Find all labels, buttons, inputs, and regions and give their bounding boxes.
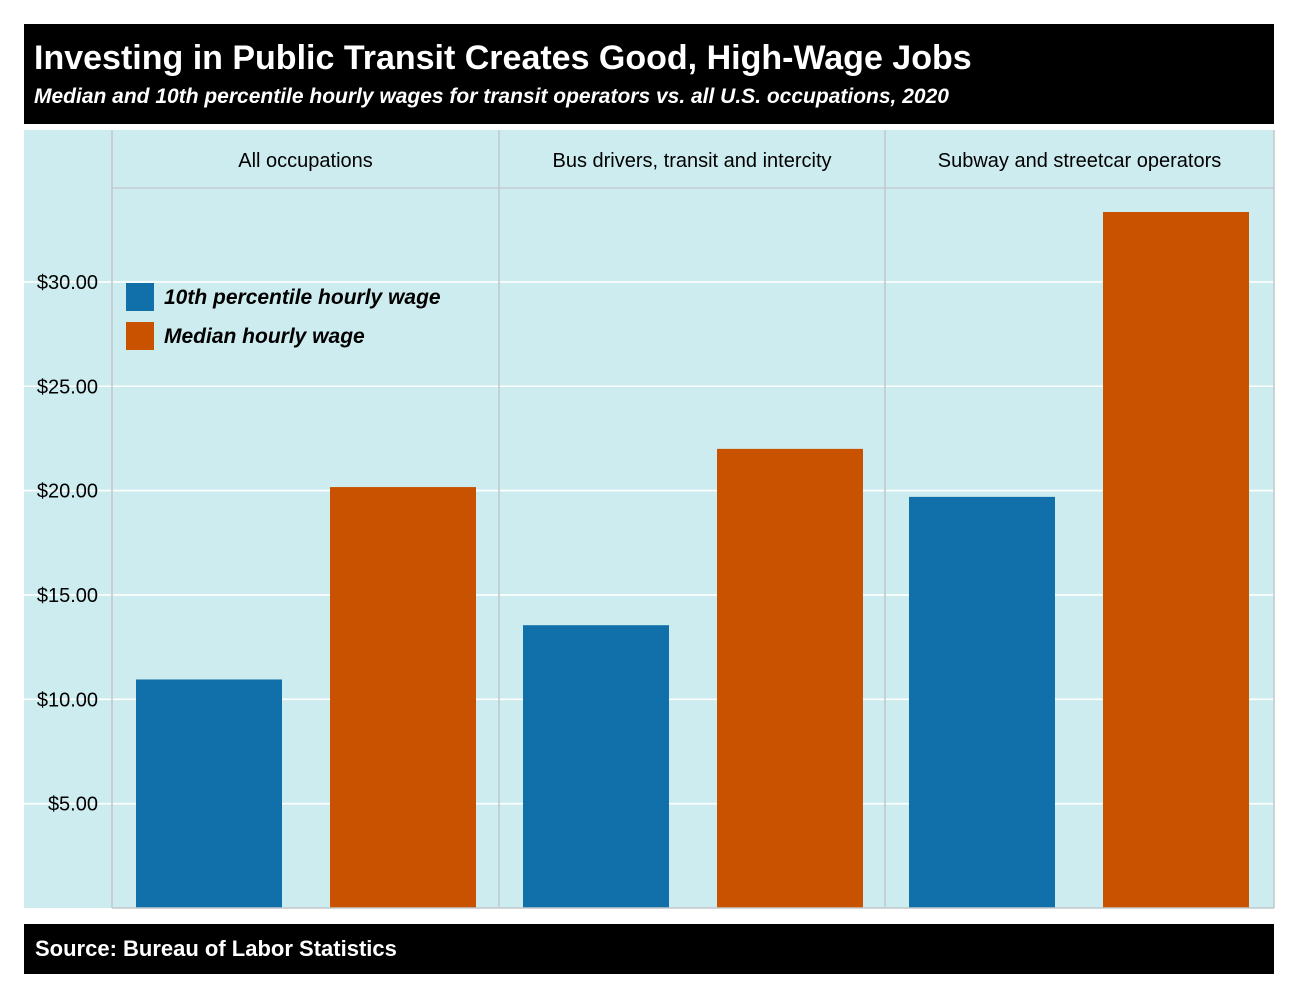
bar-10th-percentile (136, 679, 282, 908)
y-tick-label: $30.00 (37, 272, 98, 294)
bar-median (330, 487, 476, 908)
y-tick-label: $5.00 (48, 794, 98, 816)
facet-label: Subway and streetcar operators (938, 150, 1222, 172)
y-tick-label: $25.00 (37, 376, 98, 398)
y-tick-label: $10.00 (37, 689, 98, 711)
y-tick-label: $20.00 (37, 481, 98, 503)
facet-label: Bus drivers, transit and intercity (553, 150, 832, 172)
legend-label: 10th percentile hourly wage (164, 286, 441, 309)
title-bar: Investing in Public Transit Creates Good… (24, 24, 1274, 124)
legend-swatch (126, 322, 154, 350)
chart-title: Investing in Public Transit Creates Good… (34, 39, 972, 77)
bar-10th-percentile (909, 496, 1055, 908)
facet-label: All occupations (238, 150, 373, 172)
y-tick-label: $15.00 (37, 585, 98, 607)
source-note: Source: Bureau of Labor Statistics (35, 936, 397, 961)
bar-median (717, 448, 863, 908)
legend-swatch (126, 283, 154, 311)
bar-10th-percentile (523, 625, 669, 908)
legend-label: Median hourly wage (164, 325, 365, 348)
source-bar: Source: Bureau of Labor Statistics (24, 924, 1274, 974)
bar-median (1103, 212, 1249, 908)
chart-subtitle: Median and 10th percentile hourly wages … (34, 85, 949, 108)
